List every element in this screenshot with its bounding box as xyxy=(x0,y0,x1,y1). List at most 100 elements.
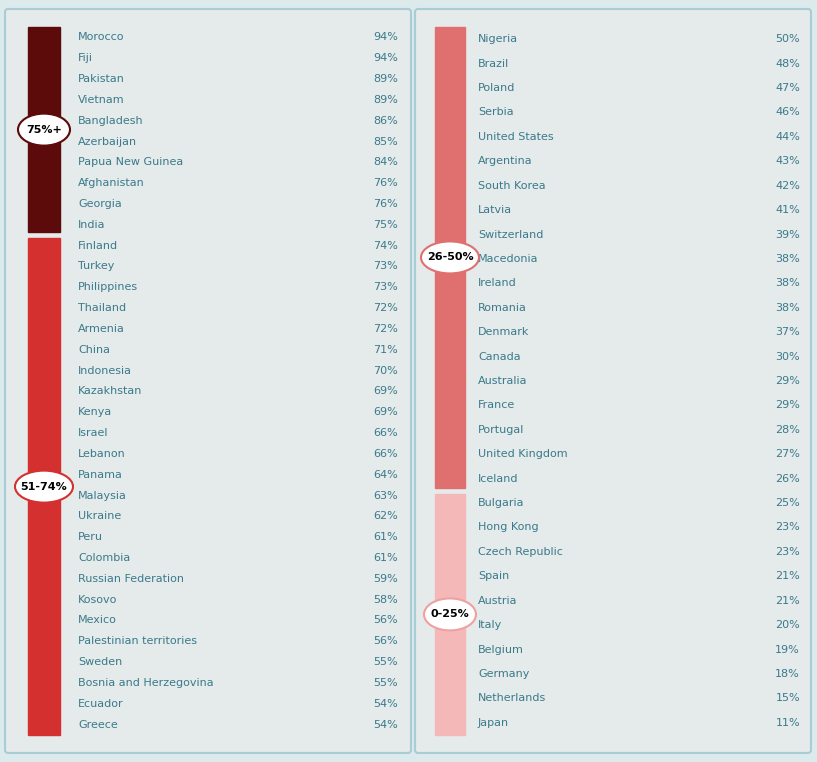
Text: Pakistan: Pakistan xyxy=(78,74,125,84)
Text: 69%: 69% xyxy=(373,386,398,396)
Text: Poland: Poland xyxy=(478,83,516,93)
Text: 72%: 72% xyxy=(373,324,398,334)
Text: Malaysia: Malaysia xyxy=(78,491,127,501)
Text: 76%: 76% xyxy=(373,178,398,188)
Text: Kosovo: Kosovo xyxy=(78,594,118,605)
Text: 75%: 75% xyxy=(373,219,398,230)
Text: Denmark: Denmark xyxy=(478,327,529,337)
Text: United Kingdom: United Kingdom xyxy=(478,450,568,459)
Text: 64%: 64% xyxy=(373,469,398,480)
Text: Kazakhstan: Kazakhstan xyxy=(78,386,142,396)
Text: 43%: 43% xyxy=(775,156,800,166)
Text: Spain: Spain xyxy=(478,572,509,581)
Text: 38%: 38% xyxy=(775,278,800,288)
Text: Brazil: Brazil xyxy=(478,59,509,69)
Text: 29%: 29% xyxy=(775,400,800,411)
Text: 39%: 39% xyxy=(775,229,800,239)
Text: Afghanistan: Afghanistan xyxy=(78,178,145,188)
Text: Austria: Austria xyxy=(478,596,517,606)
Text: 46%: 46% xyxy=(775,107,800,117)
Text: 55%: 55% xyxy=(373,657,398,667)
Text: 20%: 20% xyxy=(775,620,800,630)
Ellipse shape xyxy=(424,598,476,630)
Text: 86%: 86% xyxy=(373,116,398,126)
Text: 89%: 89% xyxy=(373,74,398,84)
Text: Vietnam: Vietnam xyxy=(78,95,125,105)
Text: Russian Federation: Russian Federation xyxy=(78,574,184,584)
Text: United States: United States xyxy=(478,132,554,142)
Text: 29%: 29% xyxy=(775,376,800,386)
Text: 94%: 94% xyxy=(373,53,398,63)
Text: 85%: 85% xyxy=(373,136,398,146)
Text: Latvia: Latvia xyxy=(478,205,512,215)
Text: Ecuador: Ecuador xyxy=(78,699,123,709)
Text: 44%: 44% xyxy=(775,132,800,142)
Text: Portugal: Portugal xyxy=(478,425,525,435)
Text: Australia: Australia xyxy=(478,376,528,386)
Text: Israel: Israel xyxy=(78,428,109,438)
Text: Palestinian territories: Palestinian territories xyxy=(78,636,197,646)
Text: 19%: 19% xyxy=(775,645,800,655)
Text: 21%: 21% xyxy=(775,572,800,581)
Bar xyxy=(28,239,60,735)
Text: Azerbaijan: Azerbaijan xyxy=(78,136,137,146)
Text: 30%: 30% xyxy=(775,351,800,362)
Ellipse shape xyxy=(421,242,479,274)
Text: Thailand: Thailand xyxy=(78,303,126,313)
Text: 69%: 69% xyxy=(373,407,398,418)
Text: Papua New Guinea: Papua New Guinea xyxy=(78,157,183,168)
Text: 61%: 61% xyxy=(373,553,398,563)
Text: 15%: 15% xyxy=(775,693,800,703)
Text: 70%: 70% xyxy=(373,366,398,376)
Text: 55%: 55% xyxy=(373,678,398,688)
Text: Macedonia: Macedonia xyxy=(478,254,538,264)
Text: Czech Republic: Czech Republic xyxy=(478,547,563,557)
Text: 73%: 73% xyxy=(373,261,398,271)
Text: 26%: 26% xyxy=(775,474,800,484)
Text: Bosnia and Herzegovina: Bosnia and Herzegovina xyxy=(78,678,213,688)
Text: 75%+: 75%+ xyxy=(26,125,62,135)
Text: Romania: Romania xyxy=(478,303,527,312)
Text: France: France xyxy=(478,400,516,411)
FancyBboxPatch shape xyxy=(5,9,411,753)
Text: Switzerland: Switzerland xyxy=(478,229,543,239)
Text: 73%: 73% xyxy=(373,282,398,293)
Text: Ireland: Ireland xyxy=(478,278,516,288)
Text: Germany: Germany xyxy=(478,669,529,679)
Text: Argentina: Argentina xyxy=(478,156,533,166)
Text: 63%: 63% xyxy=(373,491,398,501)
Text: 37%: 37% xyxy=(775,327,800,337)
Text: China: China xyxy=(78,344,110,355)
Text: 0-25%: 0-25% xyxy=(431,610,470,620)
Text: 56%: 56% xyxy=(373,636,398,646)
Text: 28%: 28% xyxy=(775,425,800,435)
Text: Panama: Panama xyxy=(78,469,123,480)
Text: Sweden: Sweden xyxy=(78,657,123,667)
Text: India: India xyxy=(78,219,105,230)
Text: Belgium: Belgium xyxy=(478,645,524,655)
Text: 58%: 58% xyxy=(373,594,398,605)
Text: 66%: 66% xyxy=(373,449,398,459)
Text: Hong Kong: Hong Kong xyxy=(478,523,538,533)
Text: 51-74%: 51-74% xyxy=(20,482,67,491)
Text: 50%: 50% xyxy=(775,34,800,44)
Text: Nigeria: Nigeria xyxy=(478,34,518,44)
Text: 42%: 42% xyxy=(775,181,800,190)
Bar xyxy=(435,27,465,488)
Text: Lebanon: Lebanon xyxy=(78,449,126,459)
Text: Kenya: Kenya xyxy=(78,407,112,418)
Text: 23%: 23% xyxy=(775,523,800,533)
Text: 61%: 61% xyxy=(373,532,398,543)
Text: Greece: Greece xyxy=(78,719,118,729)
Text: Ukraine: Ukraine xyxy=(78,511,121,521)
Text: Finland: Finland xyxy=(78,241,118,251)
Text: Peru: Peru xyxy=(78,532,103,543)
Text: Colombia: Colombia xyxy=(78,553,130,563)
Text: 54%: 54% xyxy=(373,719,398,729)
Text: 11%: 11% xyxy=(775,718,800,728)
Text: Turkey: Turkey xyxy=(78,261,114,271)
Text: 66%: 66% xyxy=(373,428,398,438)
Bar xyxy=(435,494,465,735)
Text: 59%: 59% xyxy=(373,574,398,584)
Text: Canada: Canada xyxy=(478,351,520,362)
